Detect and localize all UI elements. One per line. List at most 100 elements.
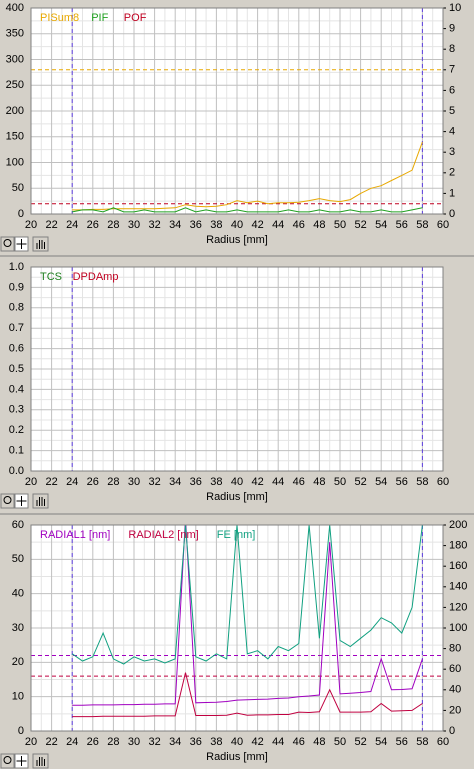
- y2-tick-label: 4: [449, 126, 455, 138]
- x-tick-label: 28: [107, 736, 119, 748]
- x-tick-label: 60: [437, 219, 449, 231]
- y-tick-label: 0.8: [9, 302, 24, 314]
- x-tick-label: 32: [148, 476, 160, 488]
- y-tick-label: 100: [6, 156, 24, 168]
- legend-entry: TCS: [40, 271, 62, 283]
- y2-tick-label: 60: [449, 663, 461, 675]
- icon: [3, 496, 12, 504]
- x-tick-label: 50: [334, 219, 346, 231]
- y2-tick-label: 10: [449, 2, 461, 14]
- y-tick-label: 0.1: [9, 445, 24, 457]
- x-tick-label: 46: [293, 219, 305, 231]
- icon: [16, 239, 27, 249]
- x-tick-label: 30: [128, 219, 140, 231]
- y2-tick-label: 2: [449, 167, 455, 179]
- y-tick-label: 0: [18, 208, 24, 220]
- x-tick-label: 34: [169, 736, 181, 748]
- zoom-button[interactable]: [0, 236, 15, 252]
- y-tick-label: 1.0: [9, 261, 24, 273]
- x-tick-label: 28: [107, 476, 119, 488]
- y-tick-label: 40: [12, 588, 24, 600]
- x-tick-label: 32: [148, 219, 160, 231]
- x-tick-label: 42: [251, 219, 263, 231]
- y-tick-label: 0.9: [9, 281, 24, 293]
- x-tick-label: 44: [272, 736, 284, 748]
- y-tick-label: 20: [12, 656, 24, 668]
- x-tick-label: 38: [210, 476, 222, 488]
- plot-border: [30, 266, 444, 472]
- toolbar: [0, 493, 49, 509]
- y2-tick-label: 160: [449, 560, 467, 572]
- y2-tick-label: 200: [449, 519, 467, 531]
- pan-button[interactable]: [32, 753, 49, 769]
- legend-entry: RADIAL1 [nm]: [40, 529, 110, 541]
- x-tick-label: 30: [128, 476, 140, 488]
- x-tick-label: 54: [375, 736, 387, 748]
- icon: [36, 497, 45, 506]
- x-tick-label: 22: [45, 736, 57, 748]
- legend-entry: PISum8: [40, 12, 79, 24]
- series-line: [71, 525, 423, 665]
- icon: [3, 756, 12, 764]
- icon: [16, 756, 27, 766]
- x-tick-label: 30: [128, 736, 140, 748]
- y2-tick-label: 180: [449, 540, 467, 552]
- x-tick-label: 56: [396, 219, 408, 231]
- legend-entry: RADIAL2 [nm]: [128, 529, 198, 541]
- x-tick-label: 50: [334, 736, 346, 748]
- x-tick-label: 40: [231, 476, 243, 488]
- x-tick-label: 20: [25, 736, 37, 748]
- x-tick-label: 36: [190, 219, 202, 231]
- y2-tick-label: 40: [449, 684, 461, 696]
- x-tick-label: 20: [25, 476, 37, 488]
- x-tick-label: 24: [66, 476, 78, 488]
- y-tick-label: 30: [12, 622, 24, 634]
- toolbar: [0, 236, 49, 252]
- x-tick-label: 40: [231, 219, 243, 231]
- y-tick-label: 150: [6, 131, 24, 143]
- x-tick-label: 54: [375, 219, 387, 231]
- x-axis-label: Radius [mm]: [206, 234, 268, 246]
- y-tick-label: 350: [6, 28, 24, 40]
- zoom-button[interactable]: [0, 493, 15, 509]
- y-tick-label: 400: [6, 2, 24, 14]
- y-tick-label: 10: [12, 691, 24, 703]
- x-tick-label: 58: [416, 736, 428, 748]
- y-tick-label: 200: [6, 105, 24, 117]
- zoom-button[interactable]: [0, 753, 15, 769]
- y-tick-label: 0: [18, 725, 24, 737]
- x-tick-label: 56: [396, 476, 408, 488]
- x-tick-label: 38: [210, 219, 222, 231]
- y2-tick-label: 6: [449, 84, 455, 96]
- y-tick-label: 0.6: [9, 343, 24, 355]
- plot-content: [31, 8, 443, 214]
- x-tick-label: 32: [148, 736, 160, 748]
- x-tick-label: 36: [190, 736, 202, 748]
- y2-tick-label: 5: [449, 105, 455, 117]
- legend-entry: FE [nm]: [217, 529, 256, 541]
- x-tick-label: 52: [354, 476, 366, 488]
- x-tick-label: 54: [375, 476, 387, 488]
- y-tick-label: 50: [12, 182, 24, 194]
- y2-tick-label: 120: [449, 601, 467, 613]
- y-tick-label: 0.4: [9, 383, 24, 395]
- x-tick-label: 44: [272, 476, 284, 488]
- series-line: [72, 207, 423, 213]
- x-tick-label: 52: [354, 736, 366, 748]
- y2-tick-label: 3: [449, 146, 455, 158]
- pan-button[interactable]: [32, 493, 49, 509]
- x-tick-label: 26: [87, 736, 99, 748]
- y2-tick-label: 7: [449, 64, 455, 76]
- y-tick-label: 300: [6, 53, 24, 65]
- pan-button[interactable]: [32, 236, 49, 252]
- y2-tick-label: 20: [449, 704, 461, 716]
- x-tick-label: 26: [87, 219, 99, 231]
- x-tick-label: 36: [190, 476, 202, 488]
- toolbar: [0, 753, 49, 769]
- x-tick-label: 44: [272, 219, 284, 231]
- x-tick-label: 38: [210, 736, 222, 748]
- y2-tick-label: 1: [449, 187, 455, 199]
- x-tick-label: 24: [66, 219, 78, 231]
- x-tick-label: 28: [107, 219, 119, 231]
